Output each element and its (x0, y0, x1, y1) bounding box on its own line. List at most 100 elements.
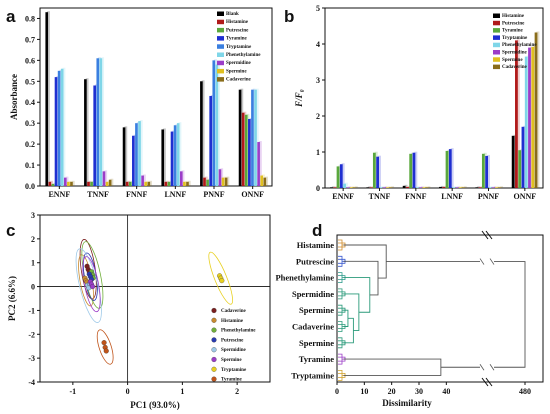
bar-shadow (460, 186, 464, 188)
bar-spermidine (63, 177, 67, 186)
y-tick-label: 2 (31, 235, 35, 244)
bar-shadow (47, 11, 50, 187)
x-category-label: ENNF (332, 192, 354, 201)
x-category-label: ONNF (241, 190, 264, 199)
bar-putrescine (406, 186, 409, 188)
bar-shadow (414, 151, 418, 188)
x-tick-label: 20 (388, 387, 396, 396)
bar-tryptamine (448, 149, 452, 188)
bar-tyramine (209, 95, 212, 186)
link (343, 309, 349, 327)
bar-shadow (163, 128, 166, 186)
bar-shadow (71, 180, 75, 186)
bar-tyramine (445, 150, 449, 188)
bar-cadaverine (70, 181, 73, 186)
leaf-label: Putrescine (296, 256, 334, 266)
bar-shadow (265, 176, 268, 186)
plot-frame (336, 234, 544, 383)
bar-tyramine (170, 131, 174, 186)
bar-histamine (402, 185, 406, 188)
bar-phenethylamine (60, 68, 64, 186)
bar-shadow (59, 69, 63, 186)
ellipse-spermidine (75, 248, 102, 323)
legend-marker (211, 307, 217, 314)
legend-label: Histamine (502, 14, 525, 19)
bar-blank (122, 127, 126, 186)
bar-tryptamine (521, 126, 525, 188)
bar-putrescine (478, 187, 482, 188)
bar-putrescine (90, 181, 93, 186)
bar-cadaverine (147, 181, 151, 186)
bar-cadaverine (186, 181, 189, 186)
legend-marker (211, 317, 217, 323)
bar-shadow (536, 31, 540, 189)
x-category-label: ONNF (513, 192, 536, 201)
y-tick-label: 0.7 (25, 35, 35, 44)
panel-letter-b: b (284, 7, 294, 26)
legend-marker (211, 376, 217, 382)
bar-shadow (354, 186, 358, 188)
x-tick-label: 10 (360, 387, 368, 396)
bar-shadow (98, 57, 101, 187)
bar-shadow (404, 184, 408, 188)
legend-label: Phenethylamine (226, 53, 261, 58)
bar-phenethylamine (99, 58, 103, 187)
bar-shadow (220, 168, 224, 186)
legend-marker (211, 347, 217, 353)
bar-cadaverine (108, 179, 112, 186)
bar-tyramine (481, 153, 485, 188)
bar-cadaverine (352, 187, 356, 188)
bar-putrescine (128, 181, 132, 186)
y-tick-label: 2 (316, 112, 320, 121)
bar-tyramine (54, 77, 58, 186)
y-tick-label: -2 (28, 330, 35, 339)
legend-label: Tyramine (502, 29, 524, 34)
bar-cadaverine (425, 187, 429, 188)
bar-shadow (427, 186, 431, 188)
bar-shadow (187, 180, 191, 186)
legend-swatch (493, 50, 500, 55)
bar-shadow (387, 186, 391, 188)
x-tick-label: 30 (415, 387, 423, 396)
bar-cadaverine (534, 32, 538, 189)
bar-shadow (450, 148, 454, 188)
bar-blank (200, 81, 203, 186)
y-tick-label: 0.1 (25, 161, 35, 170)
point-tyramine (101, 340, 107, 346)
plot-frame (39, 7, 273, 187)
bar-histamine (439, 186, 442, 188)
bar-tyramine (132, 135, 135, 186)
x-category-label: FNNF (405, 192, 426, 201)
bar-tryptamine (173, 125, 177, 186)
leaf-label: Spermine (299, 338, 334, 348)
panel-letter-d: d (312, 221, 322, 240)
axis-break-mark (485, 377, 493, 387)
legend-label: Cadaverine (221, 309, 247, 314)
legend-label: Phenethylamine (221, 329, 256, 334)
point-tryptamine (219, 278, 225, 284)
y-tick-label: 4 (316, 40, 320, 49)
ellipse-tyramine (96, 329, 114, 365)
y-tick-label: 0.3 (25, 119, 35, 128)
bar-shadow (463, 186, 467, 188)
y-axis-label: F/F₀ (294, 89, 304, 108)
x-tick-label: 2 (235, 387, 239, 396)
bar-histamine (125, 181, 129, 186)
legend-swatch (217, 77, 224, 82)
y-tick-label: 0.4 (25, 98, 35, 107)
legend-label: Cadaverine (226, 78, 252, 83)
legend-label: Tyramine (226, 37, 248, 42)
bar-shadow (493, 186, 497, 188)
root-link (494, 261, 526, 368)
bar-shadow (68, 180, 72, 186)
bar-spermine (260, 175, 264, 186)
bar-shadow (331, 186, 335, 188)
bar-shadow (344, 182, 348, 188)
legend-label: Spermine (226, 69, 247, 74)
axis-break-mark (481, 230, 489, 240)
bar-histamine (48, 181, 52, 186)
legend-label: Spermidine (221, 348, 247, 353)
panel-b-bar-chart: 0 1 2 3 4 5 F/F₀ ENNF TNNF FNNF LNNF PNNF ONNF Histam… (294, 4, 544, 201)
bar-shadow (351, 186, 355, 188)
bar-spermine (67, 181, 70, 186)
